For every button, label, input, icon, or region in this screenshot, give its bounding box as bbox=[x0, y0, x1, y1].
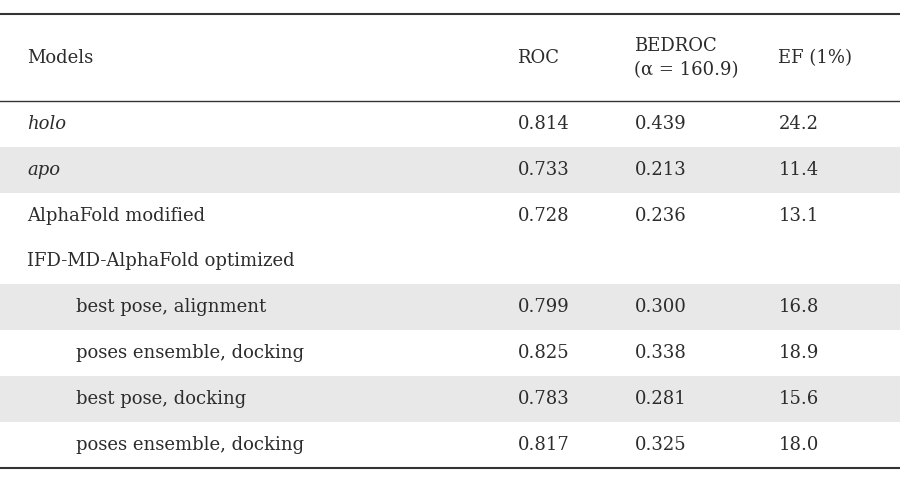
Text: 15.6: 15.6 bbox=[778, 390, 819, 408]
Text: 18.9: 18.9 bbox=[778, 344, 819, 362]
Text: 0.281: 0.281 bbox=[634, 390, 686, 408]
Text: apo: apo bbox=[27, 161, 60, 179]
Text: ROC: ROC bbox=[518, 49, 560, 67]
Text: best pose, alignment: best pose, alignment bbox=[76, 298, 266, 316]
FancyBboxPatch shape bbox=[0, 284, 900, 330]
Text: 0.783: 0.783 bbox=[518, 390, 569, 408]
Text: 0.325: 0.325 bbox=[634, 436, 686, 454]
Text: BEDROC
(α = 160.9): BEDROC (α = 160.9) bbox=[634, 37, 739, 79]
FancyBboxPatch shape bbox=[0, 147, 900, 193]
Text: poses ensemble, docking: poses ensemble, docking bbox=[76, 344, 304, 362]
Text: AlphaFold modified: AlphaFold modified bbox=[27, 207, 205, 225]
Text: 0.213: 0.213 bbox=[634, 161, 686, 179]
Text: best pose, docking: best pose, docking bbox=[76, 390, 247, 408]
Text: 0.814: 0.814 bbox=[518, 115, 569, 133]
Text: 0.733: 0.733 bbox=[518, 161, 569, 179]
Text: Models: Models bbox=[27, 49, 94, 67]
Text: 11.4: 11.4 bbox=[778, 161, 819, 179]
Text: 0.439: 0.439 bbox=[634, 115, 686, 133]
Text: 16.8: 16.8 bbox=[778, 298, 819, 316]
Text: 18.0: 18.0 bbox=[778, 436, 819, 454]
Text: 13.1: 13.1 bbox=[778, 207, 819, 225]
Text: holo: holo bbox=[27, 115, 66, 133]
Text: 0.799: 0.799 bbox=[518, 298, 569, 316]
Text: 0.817: 0.817 bbox=[518, 436, 569, 454]
Text: 24.2: 24.2 bbox=[778, 115, 818, 133]
Text: 0.728: 0.728 bbox=[518, 207, 569, 225]
Text: 0.338: 0.338 bbox=[634, 344, 687, 362]
Text: IFD-MD-AlphaFold optimized: IFD-MD-AlphaFold optimized bbox=[27, 253, 294, 270]
Text: 0.825: 0.825 bbox=[518, 344, 569, 362]
FancyBboxPatch shape bbox=[0, 376, 900, 422]
Text: 0.300: 0.300 bbox=[634, 298, 687, 316]
Text: poses ensemble, docking: poses ensemble, docking bbox=[76, 436, 304, 454]
Text: EF (1%): EF (1%) bbox=[778, 49, 852, 67]
Text: 0.236: 0.236 bbox=[634, 207, 686, 225]
